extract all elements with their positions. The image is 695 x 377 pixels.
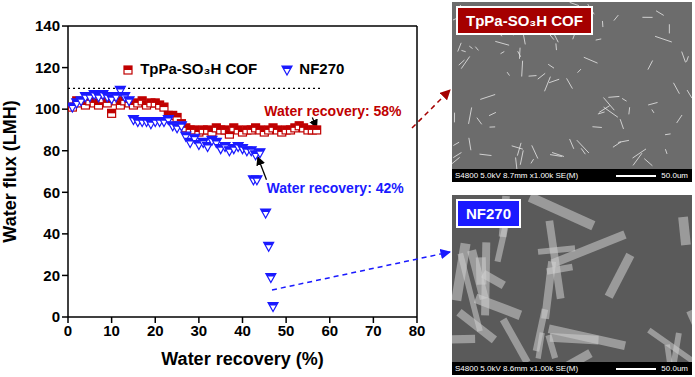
svg-text:60: 60 [43,184,60,201]
svg-text:140: 140 [35,17,60,34]
svg-text:80: 80 [43,142,60,159]
html-text:TpPa-SO₃H COF: TpPa-SO₃H COF [466,12,583,29]
svg-text:80: 80 [409,322,426,339]
svg-text:0: 0 [64,322,72,339]
html-text:NF270: NF270 [299,60,345,77]
html-text:TpPa-SO₃H COF: TpPa-SO₃H COF [140,60,258,77]
svg-text:40: 40 [43,225,60,242]
html-text:S4800 5.0kV 8.6mm x1.00k SE(M): S4800 5.0kV 8.6mm x1.00k SE(M) [455,364,579,373]
html-text:NF270: NF270 [466,205,511,222]
svg-text:20: 20 [43,267,60,284]
svg-text:60: 60 [321,322,338,339]
svg-text:Water recovery: 58%: Water recovery: 58% [264,103,402,119]
svg-text:120: 120 [35,59,60,76]
svg-text:10: 10 [103,322,120,339]
svg-text:100: 100 [35,100,60,117]
html-text:50.0um: 50.0um [661,171,688,180]
svg-text:0: 0 [52,308,60,325]
svg-text:40: 40 [234,322,251,339]
svg-text:Water recovery: 42%: Water recovery: 42% [266,180,404,196]
html-text:50.0um: 50.0um [661,364,688,373]
svg-text:30: 30 [191,322,208,339]
svg-text:Water recovery (%): Water recovery (%) [161,349,323,369]
svg-text:50: 50 [278,322,295,339]
svg-text:70: 70 [365,322,382,339]
html-text:S4800 5.0kV 8.7mm x1.00k SE(M): S4800 5.0kV 8.7mm x1.00k SE(M) [455,171,579,180]
svg-text:Water flux (LMH): Water flux (LMH) [0,100,20,242]
svg-text:20: 20 [147,322,164,339]
